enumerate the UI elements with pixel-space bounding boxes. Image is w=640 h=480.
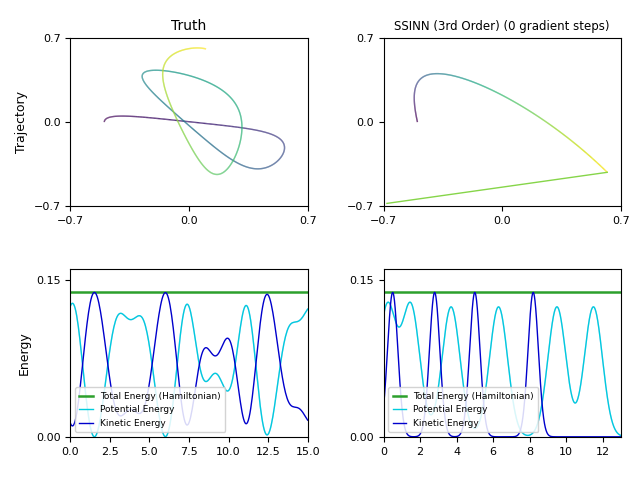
Line: Kinetic Energy: Kinetic Energy xyxy=(383,292,621,437)
Potential Energy xyxy=(255,389,262,395)
Potential Energy xyxy=(495,304,503,310)
Kinetic Energy xyxy=(69,423,77,429)
Potential Energy xyxy=(566,386,574,392)
Potential Energy xyxy=(489,328,497,334)
Potential Energy xyxy=(268,418,276,424)
Potential Energy xyxy=(90,434,98,440)
Kinetic Energy xyxy=(304,417,312,423)
Kinetic Energy xyxy=(495,434,503,440)
Kinetic Energy xyxy=(610,434,618,440)
Y-axis label: Energy: Energy xyxy=(17,331,31,375)
Kinetic Energy xyxy=(230,355,238,361)
Kinetic Energy xyxy=(255,334,262,340)
Potential Energy xyxy=(610,424,618,430)
Potential Energy xyxy=(288,320,296,326)
Title: Truth: Truth xyxy=(172,19,207,33)
Kinetic Energy xyxy=(288,403,296,409)
Total Energy (Hamiltonian) xyxy=(380,289,387,295)
Potential Energy xyxy=(172,377,179,383)
Kinetic Energy xyxy=(67,420,74,426)
Potential Energy xyxy=(380,313,387,319)
Potential Energy xyxy=(392,319,399,324)
Kinetic Energy xyxy=(164,293,172,299)
Potential Energy xyxy=(67,303,74,309)
Title: SSINN (3rd Order) (0 gradient steps): SSINN (3rd Order) (0 gradient steps) xyxy=(394,20,610,33)
Kinetic Energy xyxy=(617,434,625,440)
Potential Energy xyxy=(304,306,312,312)
Line: Potential Energy: Potential Energy xyxy=(70,303,308,437)
Potential Energy xyxy=(164,431,172,436)
Potential Energy xyxy=(610,424,618,430)
Line: Potential Energy: Potential Energy xyxy=(383,302,621,435)
Potential Energy xyxy=(617,432,625,438)
Total Energy (Hamiltonian) xyxy=(398,289,406,295)
Kinetic Energy xyxy=(380,404,387,409)
Potential Energy xyxy=(230,368,238,374)
Kinetic Energy xyxy=(268,305,276,311)
Kinetic Energy xyxy=(529,289,537,295)
Kinetic Energy xyxy=(566,434,574,440)
Potential Energy xyxy=(69,300,77,306)
Kinetic Energy xyxy=(392,312,399,317)
Total Energy (Hamiltonian) xyxy=(83,289,90,295)
Legend: Total Energy (Hamiltonian), Potential Energy, Kinetic Energy: Total Energy (Hamiltonian), Potential En… xyxy=(388,387,538,432)
Total Energy (Hamiltonian) xyxy=(67,289,74,295)
Kinetic Energy xyxy=(489,433,497,439)
Legend: Total Energy (Hamiltonian), Potential Energy, Kinetic Energy: Total Energy (Hamiltonian), Potential En… xyxy=(75,387,225,432)
Line: Kinetic Energy: Kinetic Energy xyxy=(70,292,308,426)
Kinetic Energy xyxy=(172,347,179,352)
Y-axis label: Trajectory: Trajectory xyxy=(15,91,28,153)
Potential Energy xyxy=(406,300,414,305)
Kinetic Energy xyxy=(610,434,618,440)
Kinetic Energy xyxy=(90,289,98,295)
